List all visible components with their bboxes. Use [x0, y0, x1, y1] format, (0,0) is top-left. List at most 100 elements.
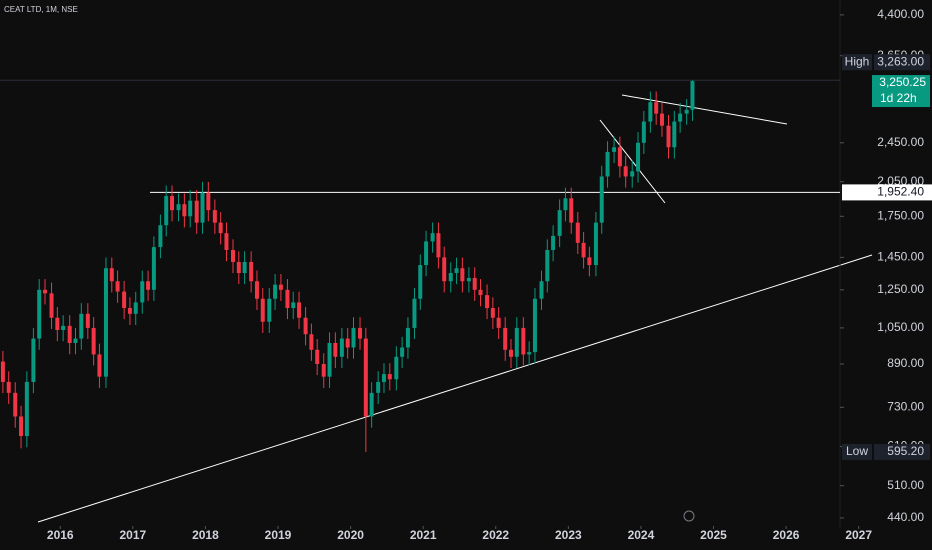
- y-tick-label: 4,400.00: [877, 7, 924, 21]
- candle-body: [303, 317, 308, 335]
- candle-body: [617, 147, 622, 167]
- candle-body: [472, 277, 477, 290]
- candle-body: [557, 210, 562, 236]
- candle-body: [485, 295, 490, 309]
- candle-body: [79, 313, 84, 339]
- candle-body: [327, 342, 332, 377]
- candle-body: [309, 334, 314, 350]
- candle-body: [55, 317, 60, 331]
- candle-body: [514, 327, 519, 357]
- candle-body: [587, 257, 592, 266]
- candle-body: [387, 374, 392, 380]
- candle-body: [684, 109, 689, 114]
- candle-body: [351, 327, 356, 348]
- candle-body: [194, 200, 199, 223]
- candle-body: [527, 352, 532, 355]
- candle-body: [532, 298, 537, 353]
- candle-body: [412, 298, 417, 328]
- chart-title: CEAT LTD, 1M, NSE: [4, 5, 78, 14]
- candle-body: [593, 222, 598, 266]
- candle-body: [19, 416, 24, 437]
- x-tick-label: 2024: [628, 528, 655, 542]
- candle-body: [400, 347, 405, 357]
- candle-body: [97, 354, 102, 377]
- y-tick-label: 730.00: [887, 399, 924, 413]
- candle-body: [273, 284, 278, 299]
- candle-body: [315, 349, 320, 365]
- candle-body: [24, 381, 29, 437]
- candle-body: [133, 302, 138, 314]
- level-label: 1,952.40: [877, 185, 924, 199]
- candle-body: [249, 261, 254, 282]
- candle-body: [176, 204, 181, 211]
- last-price: 3,250.25: [879, 75, 926, 89]
- level-label-box: [842, 184, 932, 201]
- y-tick-label: 1,250.00: [877, 282, 924, 296]
- candle-body: [285, 289, 290, 309]
- trend-line: [37, 254, 873, 523]
- x-tick-label: 2020: [337, 528, 364, 542]
- candle-body: [206, 192, 211, 211]
- candle-body: [140, 281, 145, 303]
- candle-body: [31, 338, 36, 382]
- candle-body: [672, 121, 677, 148]
- candle-body: [151, 247, 156, 290]
- candle-body: [648, 102, 653, 122]
- y-tick-label: 1,050.00: [877, 320, 924, 334]
- candle-body: [0, 361, 5, 382]
- candle-body: [321, 364, 326, 377]
- x-tick-label: 2027: [845, 528, 872, 542]
- x-tick-label: 2019: [265, 528, 292, 542]
- low-tag-box: [842, 443, 872, 460]
- candle-body: [122, 291, 127, 309]
- x-tick-label: 2021: [410, 528, 437, 542]
- candle-body: [460, 268, 465, 282]
- candle-body: [358, 327, 363, 339]
- high-value-box: [874, 54, 930, 71]
- candle-body: [376, 381, 381, 393]
- low-value: 595.20: [887, 444, 924, 458]
- y-tick-label: 1,450.00: [877, 250, 924, 264]
- candle-body: [623, 166, 628, 177]
- candle-body: [231, 249, 235, 262]
- candle-body: [418, 265, 423, 299]
- x-tick-label: 2025: [700, 528, 727, 542]
- y-tick-label: 1,750.00: [877, 208, 924, 222]
- candle-body: [521, 327, 526, 355]
- candle-body: [545, 249, 550, 282]
- candle-body: [394, 356, 399, 380]
- candle-body: [381, 374, 386, 382]
- low-tag: Low: [846, 444, 868, 458]
- candle-body: [260, 298, 265, 322]
- candle-body: [224, 233, 229, 250]
- y-tick-label: 890.00: [887, 356, 924, 370]
- candle-body: [236, 261, 241, 274]
- event-icon: [683, 510, 695, 522]
- candle-body: [436, 233, 441, 258]
- candle-body: [103, 268, 108, 377]
- candle-body: [267, 298, 272, 322]
- candle-body: [363, 338, 368, 417]
- candle-body: [200, 192, 205, 223]
- candle-body: [188, 200, 193, 217]
- candle-body: [333, 342, 338, 357]
- candle-body: [581, 242, 586, 258]
- candle-body: [164, 196, 169, 226]
- candle-body: [442, 257, 447, 282]
- candle-body: [630, 171, 635, 177]
- x-tick-label: 2026: [773, 528, 800, 542]
- candle-body: [170, 196, 175, 211]
- candle-body: [503, 327, 508, 350]
- candle-body: [666, 125, 671, 148]
- candle-body: [569, 198, 574, 223]
- high-value: 3,263.00: [877, 54, 924, 68]
- candle-body: [405, 327, 410, 348]
- candle-body: [6, 381, 11, 393]
- candle-body: [539, 281, 544, 299]
- candle-body: [218, 222, 223, 234]
- countdown: 1d 22h: [880, 91, 917, 105]
- candle-body: [612, 147, 617, 152]
- candle-body: [212, 210, 217, 223]
